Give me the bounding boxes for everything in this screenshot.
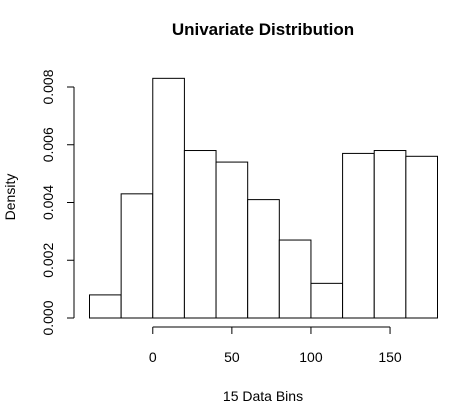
y-axis: 0.000 0.002 0.004 0.006 0.008 <box>40 69 75 336</box>
x-tick-label: 150 <box>378 349 402 365</box>
x-tick-label: 50 <box>224 349 240 365</box>
histogram-bar <box>152 77 185 319</box>
histogram-bar <box>183 150 217 319</box>
x-axis-label: 15 Data Bins <box>223 388 303 404</box>
y-tick-label: 0.008 <box>40 69 56 104</box>
y-tick-label: 0.006 <box>40 127 56 162</box>
y-tick-label: 0.004 <box>40 185 56 220</box>
x-tick-label: 0 <box>149 349 157 365</box>
chart-title: Univariate Distribution <box>172 20 354 39</box>
y-tick-label: 0.000 <box>40 300 56 335</box>
histogram-bars <box>89 77 439 319</box>
x-axis: 0 50 100 150 <box>149 326 402 365</box>
histogram-bar <box>215 161 249 319</box>
x-tick-label: 100 <box>299 349 323 365</box>
histogram-bar <box>310 282 344 319</box>
histogram-bar <box>373 150 407 319</box>
histogram-bar <box>247 199 280 319</box>
histogram-bar <box>342 152 375 319</box>
histogram-bar <box>405 155 439 319</box>
histogram-bar <box>89 294 122 319</box>
histogram-bar <box>278 239 312 319</box>
histogram-bar <box>120 193 154 319</box>
y-axis-label: Density <box>2 174 18 221</box>
y-tick-label: 0.002 <box>40 243 56 278</box>
